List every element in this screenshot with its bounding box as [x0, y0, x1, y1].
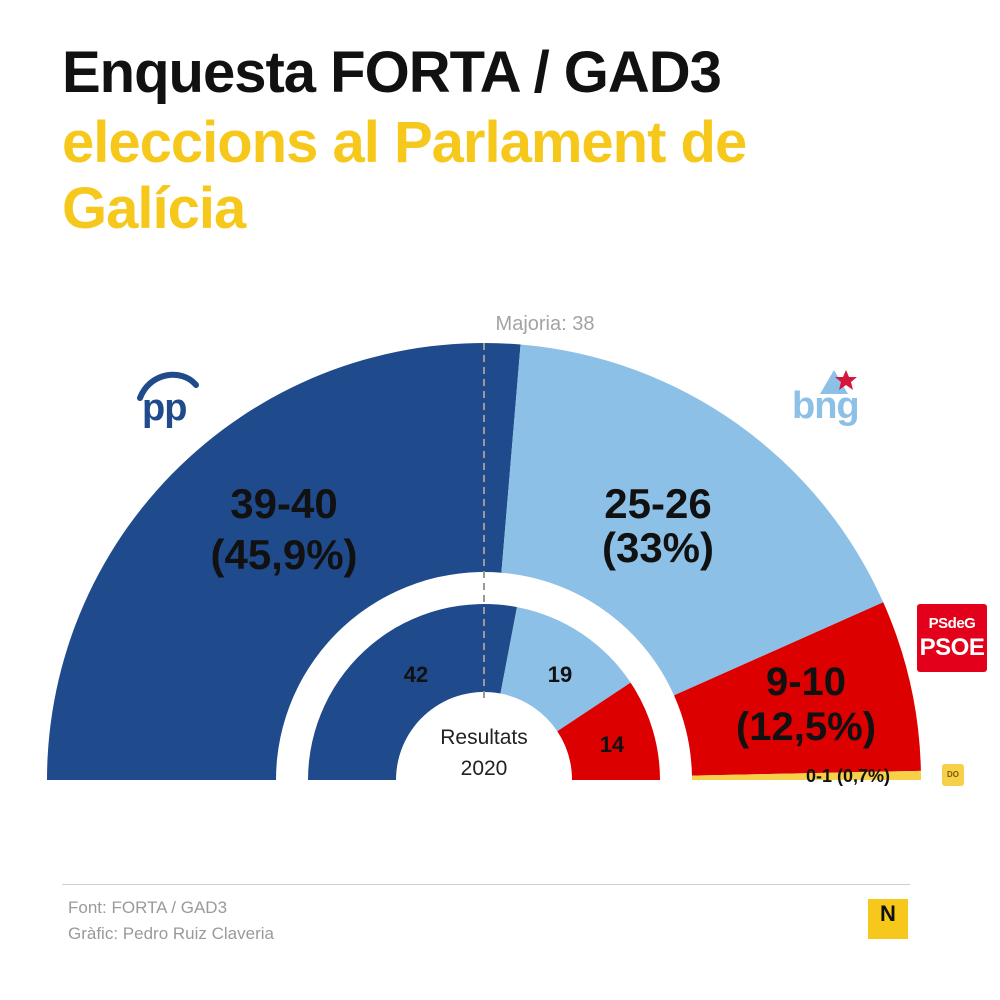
results-2020-ring — [308, 604, 660, 780]
chart-title: Enquesta FORTA / GAD3 — [62, 40, 722, 105]
psdeg-psoe-2020-arc — [557, 682, 660, 780]
bng-2020-arc — [500, 607, 631, 732]
pp-2020-label: 42 — [404, 662, 428, 687]
bng-pct-label: (33%) — [602, 524, 714, 571]
pp-pct-label: (45,9%) — [210, 531, 357, 578]
psoe-logo-line1: PSdeG — [928, 615, 976, 632]
brand-logo: N — [868, 899, 908, 939]
psoe-pct-label: (12,5%) — [736, 705, 876, 749]
pp-2020-arc — [308, 604, 517, 780]
center-label-line1: Resultats — [440, 726, 528, 749]
pp-logo: pp — [137, 371, 199, 429]
center-label-line2: 2020 — [461, 757, 508, 780]
footer-divider — [62, 884, 910, 885]
forecast-ring — [47, 343, 921, 780]
bng-logo-star-icon — [835, 370, 857, 390]
bng-logo: bng — [792, 370, 860, 427]
bng-2020-label: 19 — [548, 662, 572, 687]
do-logo: DO — [942, 764, 964, 786]
chart-subtitle: eleccions al Parlament de Galícia — [62, 110, 747, 241]
pp-seats-label: 39-40 — [230, 480, 337, 527]
majority-label: Majoria: 38 — [496, 313, 595, 335]
psoe-logo-line2: PSOE — [919, 634, 985, 661]
psoe-logo: PSdeG PSOE — [917, 604, 987, 672]
psoe-seats-label: 9-10 — [766, 660, 846, 704]
pp-logo-text: pp — [142, 387, 186, 429]
do-forecast-arc — [691, 770, 921, 780]
credit-note: Gràfic: Pedro Ruiz Claveria — [68, 924, 274, 943]
bng-seats-label: 25-26 — [604, 480, 711, 527]
psdeg-psoe-forecast-arc — [674, 602, 921, 776]
bng-forecast-arc — [501, 344, 884, 696]
pp-forecast-arc — [47, 343, 521, 780]
do-label: 0-1 (0,7%) — [806, 766, 890, 786]
source-note: Font: FORTA / GAD3 — [68, 898, 228, 917]
psoe-2020-label: 14 — [600, 732, 625, 757]
pp-logo-bird-icon — [137, 371, 199, 401]
bng-logo-text: bng — [792, 385, 859, 427]
